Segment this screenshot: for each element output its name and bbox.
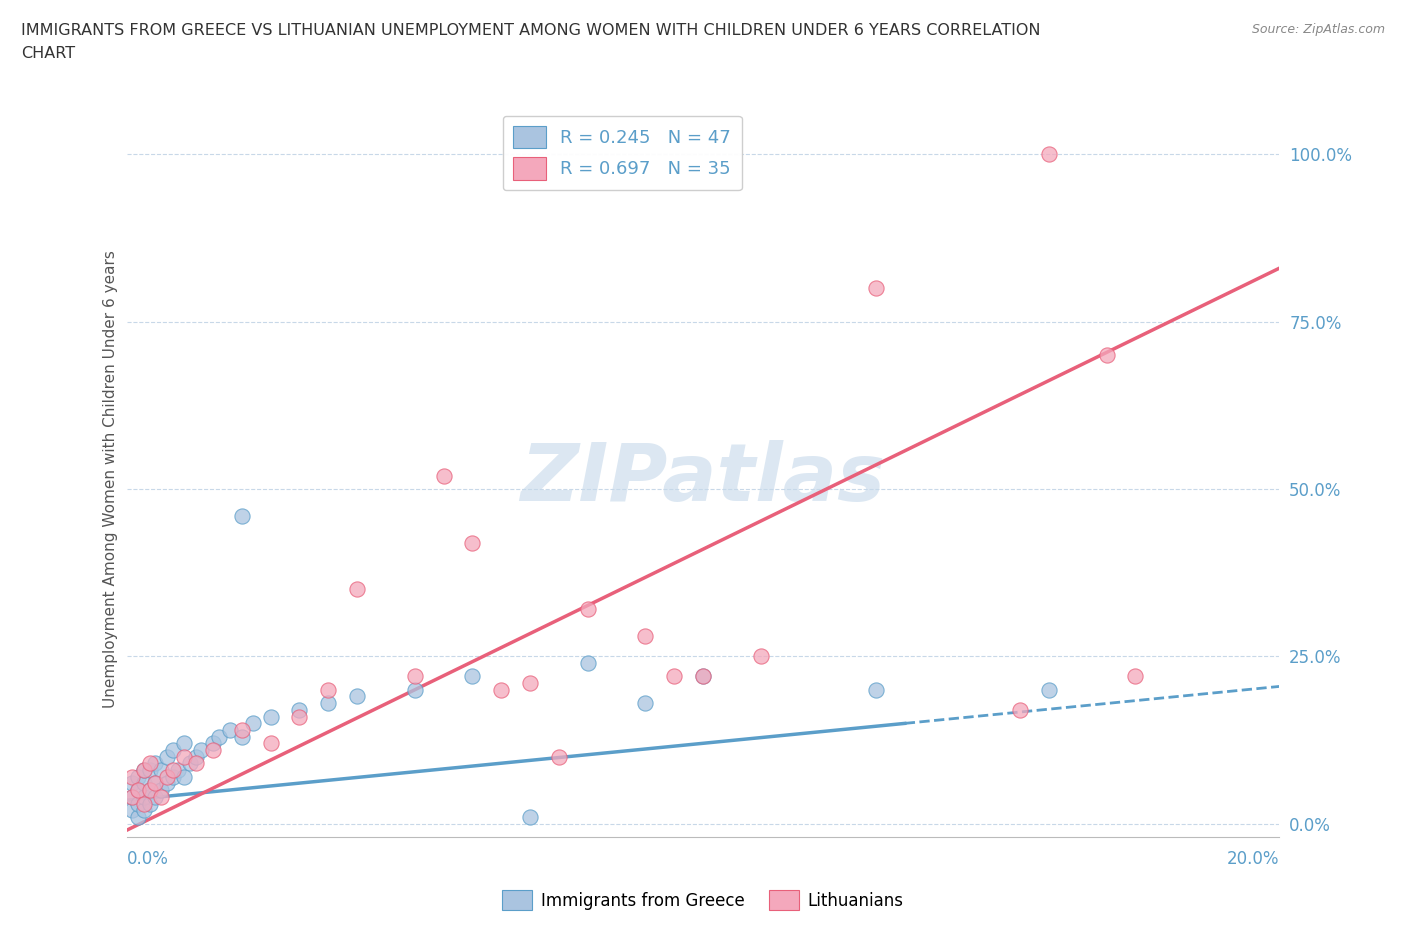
Point [184,750,207,764]
Point [150,790,173,804]
Point [346,582,368,597]
Point [634,696,657,711]
Text: Source: ZipAtlas.com: Source: ZipAtlas.com [1251,23,1385,36]
Point [138,783,160,798]
Point [132,796,155,811]
Text: 0.0%: 0.0% [127,850,169,869]
Point [138,756,160,771]
Point [1038,147,1060,162]
Point [150,783,173,798]
Point [404,669,426,684]
Point [138,763,160,777]
Point [208,729,231,744]
Point [259,736,281,751]
Point [162,763,184,777]
Point [121,803,143,817]
Point [576,602,599,617]
Point [664,669,686,684]
Point [127,769,149,784]
Point [156,776,179,790]
Point [121,790,143,804]
Point [1095,348,1118,363]
Point [173,750,195,764]
Point [519,675,541,690]
Point [190,742,212,757]
Point [156,769,179,784]
Point [404,683,426,698]
Point [132,763,155,777]
Point [288,702,311,717]
Point [1038,683,1060,698]
Point [173,769,195,784]
Point [576,656,599,671]
Point [288,709,311,724]
Point [145,756,166,771]
Point [219,723,242,737]
Point [1125,669,1147,684]
Point [865,281,887,296]
Point [127,783,149,798]
Point [548,750,571,764]
Point [461,669,484,684]
Point [692,669,714,684]
Legend: Immigrants from Greece, Lithuanians: Immigrants from Greece, Lithuanians [496,884,910,917]
Point [145,776,166,790]
Point [121,769,143,784]
Point [127,783,149,798]
Text: ZIPatlas: ZIPatlas [520,440,886,518]
Point [433,468,456,483]
Point [138,783,160,798]
Point [173,736,195,751]
Point [121,790,143,804]
Point [132,763,155,777]
Point [692,669,714,684]
Point [259,709,281,724]
Point [179,756,201,771]
Point [162,742,184,757]
Point [491,683,513,698]
Point [865,683,887,698]
Point [461,535,484,550]
Point [145,790,166,804]
Point [242,716,264,731]
Point [162,769,184,784]
Point [121,776,143,790]
Point [150,763,173,777]
Point [346,689,368,704]
Point [145,776,166,790]
Point [202,736,225,751]
Point [132,803,155,817]
Point [634,629,657,644]
Point [749,649,772,664]
Point [138,796,160,811]
Text: 20.0%: 20.0% [1227,850,1279,869]
Point [132,790,155,804]
Legend: R = 0.245   N = 47, R = 0.697   N = 35: R = 0.245 N = 47, R = 0.697 N = 35 [502,115,742,191]
Point [318,696,340,711]
Point [231,509,253,524]
Point [231,723,253,737]
Point [184,756,207,771]
Point [1010,702,1032,717]
Point [132,776,155,790]
Point [202,742,225,757]
Point [519,809,541,824]
Point [231,729,253,744]
Point [318,683,340,698]
Point [127,809,149,824]
Point [167,763,190,777]
Point [156,750,179,764]
Text: IMMIGRANTS FROM GREECE VS LITHUANIAN UNEMPLOYMENT AMONG WOMEN WITH CHILDREN UNDE: IMMIGRANTS FROM GREECE VS LITHUANIAN UNE… [21,23,1040,38]
Point [127,796,149,811]
Text: CHART: CHART [21,46,75,61]
Y-axis label: Unemployment Among Women with Children Under 6 years: Unemployment Among Women with Children U… [103,250,118,708]
